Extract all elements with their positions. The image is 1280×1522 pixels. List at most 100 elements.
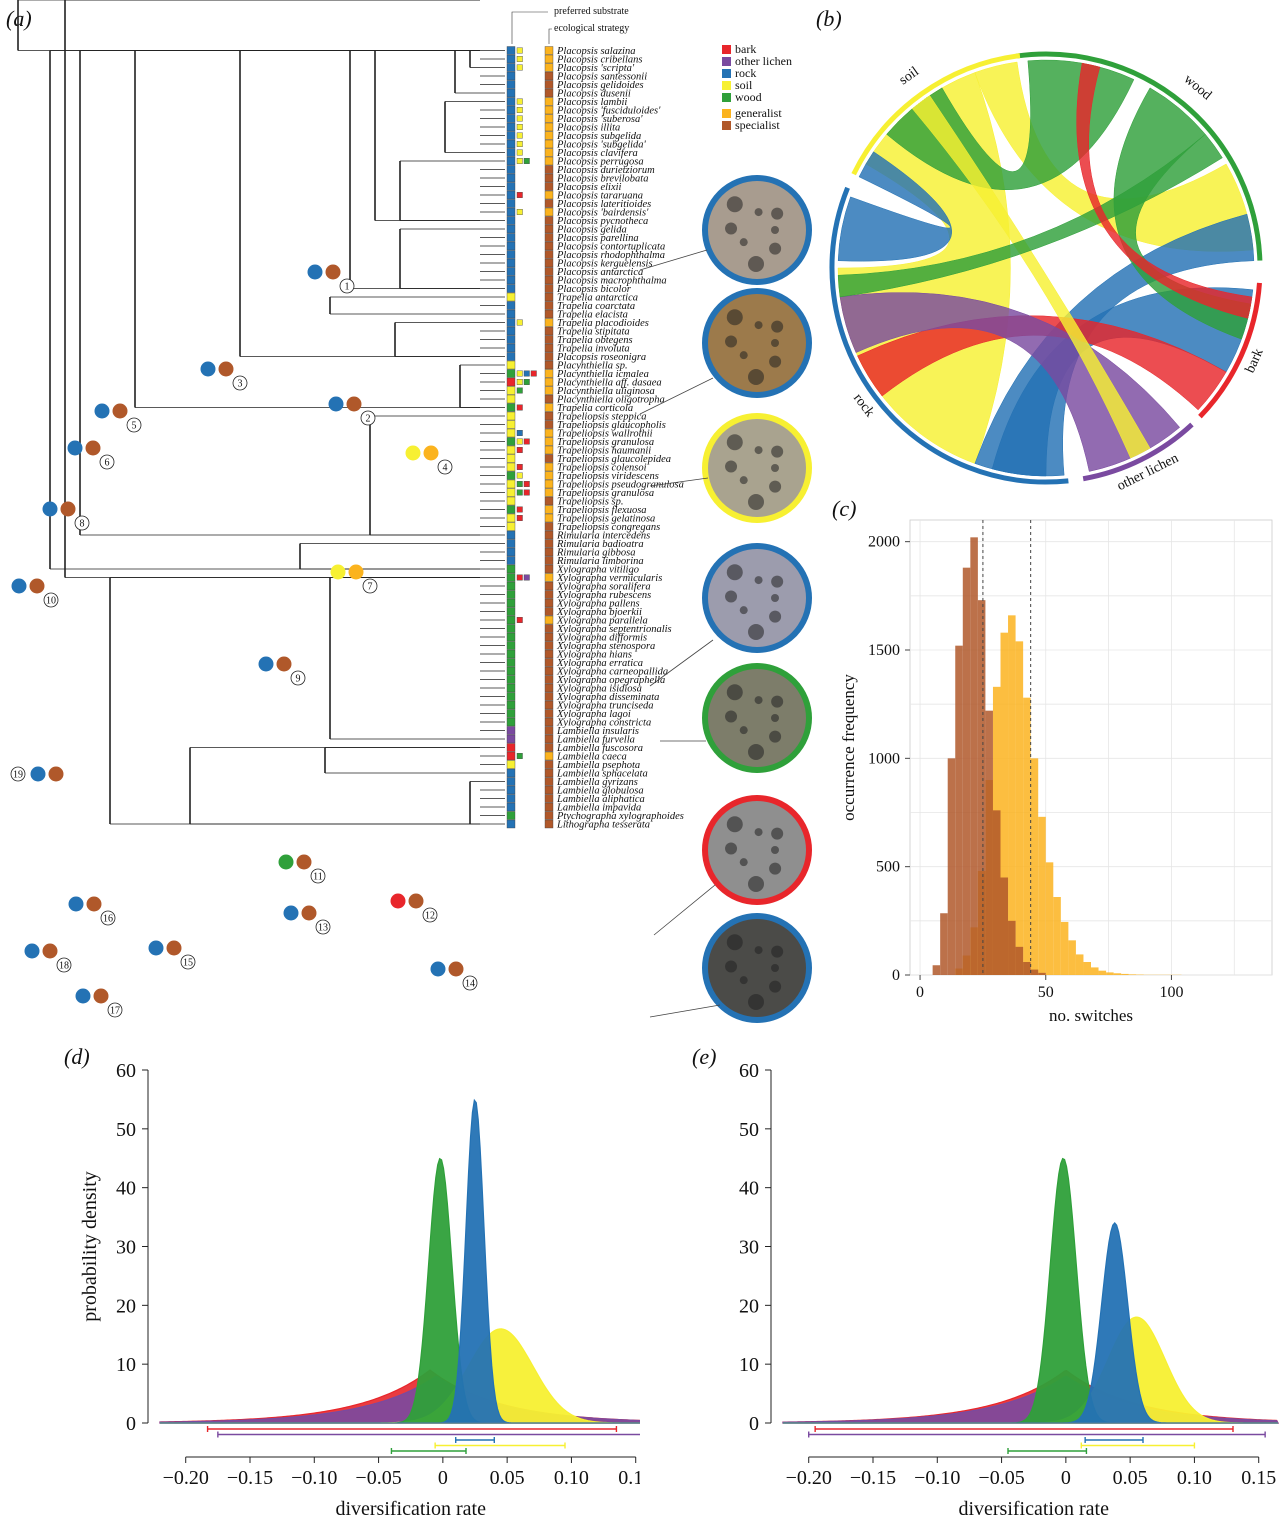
strategy-square [545,344,553,352]
strategy-square [545,191,553,199]
legend-item: specialist [722,118,780,132]
y-tick-label: 30 [116,1237,136,1259]
strategy-square [545,514,553,522]
node-marker: 1 [308,265,355,294]
node-number: 10 [46,596,56,607]
photo-detail [755,696,763,704]
strategy-square [545,795,553,803]
substrate-square [507,319,515,327]
photo-detail [769,243,781,255]
substrate-square [507,574,515,582]
substrate-square [507,208,515,216]
strategy-square [545,293,553,301]
photo-detail [771,594,779,602]
substrate-square [507,693,515,701]
photo-circle [705,291,809,395]
photo-detail [771,714,779,722]
strategy-square [545,455,553,463]
strategy-square [545,548,553,556]
strategy-square [545,183,553,191]
substrate-square [507,820,515,828]
substrate-square [507,217,515,225]
state-dot [61,502,76,517]
substrate-square [507,89,515,97]
state-dot [308,265,323,280]
photo-detail [725,842,737,854]
state-dot [76,989,91,1004]
y-tick-label: 20 [739,1295,759,1317]
state-dot [43,944,58,959]
photo-detail [740,606,748,614]
substrate-square [507,370,515,378]
node-marker: 6 [68,441,115,470]
node-marker: 11 [279,855,326,884]
x-tick-label: −0.20 [786,1467,832,1489]
photo-detail [771,696,783,708]
x-tick-label: −0.15 [227,1467,273,1489]
substrate-square [507,395,515,403]
y-tick-label: 10 [116,1354,136,1376]
photo-detail [755,946,763,954]
strategy-square [545,140,553,148]
photo-detail [771,446,783,458]
strategy-square [545,276,553,284]
strategy-square [545,574,553,582]
strategy-square [545,667,553,675]
substrate-square [517,753,523,759]
substrate-square [517,575,523,581]
substrate-square [507,242,515,250]
x-tick-label: −0.15 [850,1467,896,1489]
substrate-square [517,124,523,130]
photo-circle [705,416,809,520]
state-dot [86,441,101,456]
substrate-square [507,285,515,293]
photo-detail [725,460,737,472]
substrate-square [507,540,515,548]
node-marker: 13 [284,906,331,935]
substrate-square [507,64,515,72]
x-axis-label: diversification rate [335,1498,486,1520]
substrate-square [524,158,530,164]
strategy-square [545,480,553,488]
node-number: 17 [110,1006,120,1017]
photo-detail [755,576,763,584]
substrate-square [507,472,515,480]
phylogeny-panel: preferred substrateecological strategyPl… [0,0,830,1030]
substrate-square [507,778,515,786]
substrate-square [507,421,515,429]
strategy-square [545,812,553,820]
photo-detail [725,710,737,722]
substrate-square [507,591,515,599]
legend-swatch [722,81,731,90]
substrate-square [517,473,523,479]
x-axis-label: diversification rate [958,1498,1109,1520]
strategy-square [545,200,553,208]
photo-detail [725,222,737,234]
substrate-square [507,582,515,590]
strategy-square [545,361,553,369]
substrate-square [517,405,523,411]
chord-label-soil: soil [897,64,922,88]
y-tick-label: 0 [749,1413,759,1435]
x-tick-label: 0 [916,984,924,1001]
photo-detail [769,981,781,993]
photo-detail [769,356,781,368]
strategy-square [545,727,553,735]
node-marker: 12 [391,894,438,923]
x-tick-label: 0 [438,1467,448,1489]
photo-detail [725,590,737,602]
strategy-square [545,752,553,760]
hist-bar [1129,974,1137,975]
photo-detail [771,339,779,347]
state-dot [31,767,46,782]
substrate-square [507,106,515,114]
strategy-square [545,803,553,811]
state-dot [326,265,341,280]
hist-bar [1053,897,1061,975]
photo-detail [755,208,763,216]
photo-detail [771,576,783,588]
strategy-square [545,115,553,123]
node-number: 8 [80,519,85,530]
state-dot [259,657,274,672]
substrate-square [507,786,515,794]
